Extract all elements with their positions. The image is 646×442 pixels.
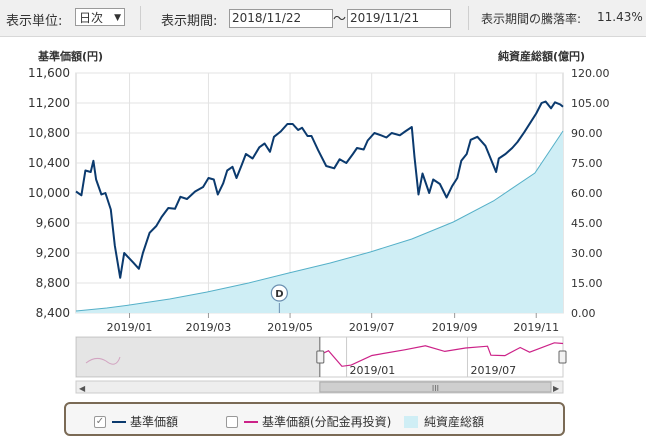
right-axis: 120.00 105.00 90.00 75.00 60.00 45.00 30.00 15.… — [571, 67, 610, 320]
navigator-tick-label: 2019/01 — [350, 364, 396, 377]
divider — [468, 6, 469, 30]
scrollbar-thumb — [319, 381, 552, 393]
right-tick-label: 105.00 — [571, 97, 610, 110]
legend-item-aum[interactable]: 純資産総額 — [404, 413, 484, 430]
right-tick-label: 15.00 — [571, 277, 603, 290]
date-separator: ～ — [333, 12, 347, 27]
x-tick-label: 2019/09 — [432, 321, 478, 334]
navigator-tick-label: 2019/07 — [470, 364, 516, 377]
change-value: 11.43% — [597, 10, 643, 24]
left-tick-label: 11,200 — [28, 96, 70, 110]
right-tick-label: 45.00 — [571, 217, 603, 230]
line-swatch — [244, 420, 258, 423]
left-tick-label: 9,200 — [36, 246, 70, 260]
right-tick-label: 75.00 — [571, 157, 603, 170]
marker-circle — [270, 284, 288, 302]
period-label: 表示期間: — [161, 14, 218, 29]
aum-area — [76, 131, 563, 313]
chart-area: 基準価額(円) 純資産総額(億円) 11,600 11,200 10,800 10,4… — [0, 37, 646, 442]
x-axis: 2019/01 2019/03 2019/05 2019/07 2019/09 2019/… — [107, 313, 559, 334]
legend: ✓ 基準価額 基準価額(分配金再投資) 純資産総額 — [64, 402, 565, 436]
event-marker[interactable]: D — [270, 284, 288, 313]
legend-item-reinvest[interactable]: 基準価額(分配金再投資) — [226, 413, 391, 430]
nav-line-series — [75, 100, 564, 279]
unit-select-value: 日次 — [79, 11, 104, 25]
line-swatch — [112, 420, 126, 423]
scrollbar[interactable]: III ◀ ▶ — [75, 380, 564, 394]
navigator-line — [319, 342, 564, 367]
navigator-left-handle — [316, 350, 325, 364]
date-from-input[interactable]: 2018/11/22 — [229, 9, 333, 28]
aum-area-series — [75, 130, 564, 313]
x-tick-label: 2019/01 — [107, 321, 153, 334]
scroll-left-icon: ◀ — [79, 384, 86, 393]
legend-label-aum: 純資産総額 — [424, 415, 485, 429]
divider — [140, 6, 141, 30]
x-tick-label: 2019/11 — [513, 321, 559, 334]
left-tick-label: 8,400 — [36, 306, 70, 320]
unit-select[interactable]: 日次 ▼ — [75, 8, 125, 26]
chevron-down-icon: ▼ — [114, 13, 121, 23]
nav-line — [75, 100, 564, 279]
unit-label: 表示単位: — [6, 14, 63, 29]
date-to-input[interactable]: 2019/11/21 — [347, 9, 451, 28]
x-tick-label: 2019/07 — [349, 321, 395, 334]
scroll-right-icon: ▶ — [553, 384, 560, 393]
aum-line — [75, 130, 564, 312]
right-tick-label: 0.00 — [571, 307, 596, 320]
x-tick-label: 2019/05 — [267, 321, 313, 334]
legend-label-nav: 基準価額 — [130, 415, 179, 429]
legend-label-reinvest: 基準価額(分配金再投資) — [262, 415, 392, 429]
right-tick-label: 120.00 — [571, 67, 610, 80]
legend-item-nav[interactable]: ✓ 基準価額 — [94, 413, 178, 430]
marker-label: D — [275, 289, 283, 300]
checkbox-icon[interactable] — [226, 415, 238, 428]
left-axis-title: 基準価額(円) — [37, 49, 103, 63]
x-tick-label: 2019/03 — [186, 321, 232, 334]
right-tick-label: 90.00 — [571, 127, 603, 140]
left-tick-label: 10,400 — [28, 156, 70, 170]
scrollbar-grip-icon: III — [432, 384, 439, 393]
navigator-mask — [76, 337, 320, 377]
checkbox-checked-icon[interactable]: ✓ — [94, 415, 106, 428]
navigator[interactable]: 2019/01 2019/07 — [75, 336, 567, 378]
right-tick-label: 30.00 — [571, 247, 603, 260]
change-label: 表示期間の騰落率: — [481, 12, 582, 26]
navigator-right-handle — [558, 350, 567, 364]
left-tick-label: 10,800 — [28, 126, 70, 140]
toolbar: 表示単位: 日次 ▼ 表示期間: 2018/11/22 ～ 2019/11/21… — [0, 0, 646, 37]
area-swatch — [404, 415, 418, 428]
right-tick-label: 60.00 — [571, 187, 603, 200]
right-axis-title: 純資産総額(億円) — [498, 49, 585, 63]
price-chart: 基準価額(円) 純資産総額(億円) 11,600 11,200 10,800 10,4… — [28, 49, 610, 394]
left-tick-label: 9,600 — [36, 216, 70, 230]
navigator-faint-line — [85, 356, 121, 365]
left-axis: 11,600 11,200 10,800 10,400 10,000 9,600 9,200… — [28, 66, 70, 320]
left-tick-label: 11,600 — [28, 66, 70, 80]
left-tick-label: 10,000 — [28, 186, 70, 200]
left-tick-label: 8,800 — [36, 276, 70, 290]
